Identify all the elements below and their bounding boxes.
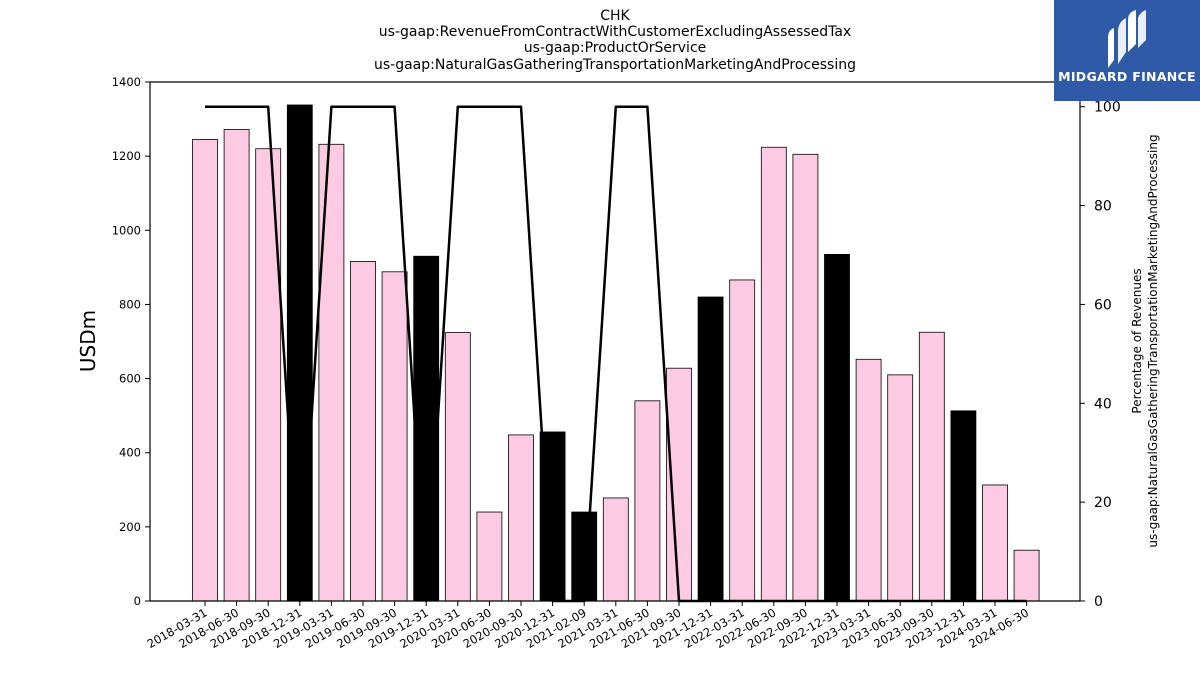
chart-title-line4: us-gaap:NaturalGasGatheringTransportatio… (374, 57, 856, 73)
secondary-y-tick-label: 100 (1094, 100, 1121, 116)
bar-2020-06-30 (476, 511, 503, 602)
y-tick-label: 1400 (112, 75, 141, 89)
bar-2023-03-31 (855, 358, 882, 602)
secondary-y-axis-label-line1: Percentage of Revenues (1130, 268, 1144, 413)
y-tick-label: 800 (119, 297, 141, 311)
secondary-y-tick-label: 0 (1094, 594, 1103, 610)
bar-2024-06-30 (1013, 549, 1040, 602)
bar-2021-03-31 (602, 497, 629, 602)
secondary-y-tick-label: 80 (1094, 199, 1112, 215)
bar-2023-12-31 (950, 410, 977, 602)
bar-2018-03-31 (192, 139, 218, 602)
bar-2019-12-31 (413, 255, 440, 602)
bar-2018-12-31 (286, 104, 313, 602)
y-tick-label: 1000 (112, 223, 141, 237)
bar-2020-09-30 (508, 434, 534, 602)
bar-2018-06-30 (223, 129, 250, 602)
bar-2021-12-31 (697, 296, 724, 602)
bar-2024-03-31 (982, 484, 1008, 602)
midgard-finance-logo: MIDGARD FINANCE (1054, 0, 1200, 101)
bar-2022-06-30 (760, 146, 787, 602)
bar-2020-03-31 (444, 332, 471, 602)
chart-title-line2: us-gaap:RevenueFromContractWithCustomerE… (378, 24, 852, 40)
logo-mark-icon (1108, 10, 1146, 68)
secondary-y-axis-label-line2: us-gaap:NaturalGasGatheringTransportatio… (1146, 134, 1160, 547)
bar-2022-03-31 (729, 279, 756, 602)
secondary-y-tick-label: 20 (1094, 495, 1112, 511)
y-axis-label: USDm (76, 310, 100, 372)
logo-text: MIDGARD FINANCE (1058, 69, 1196, 84)
bar-2021-06-30 (634, 400, 661, 602)
y-tick-label: 400 (119, 446, 141, 460)
y-tick-label: 0 (134, 594, 141, 608)
bar-series (192, 104, 1040, 602)
y-tick-label: 200 (119, 520, 141, 534)
bar-2019-06-30 (350, 261, 376, 602)
bar-2018-09-30 (255, 148, 282, 602)
bar-2022-09-30 (792, 153, 819, 602)
bar-2021-09-30 (666, 367, 692, 602)
bar-2022-12-31 (824, 253, 850, 602)
y-tick-label: 1200 (112, 149, 141, 163)
bar-2019-03-31 (318, 143, 345, 602)
secondary-y-tick-label: 40 (1094, 396, 1112, 412)
y-tick-label: 600 (119, 372, 141, 386)
bar-2019-09-30 (381, 271, 408, 602)
chart-title-line3: us-gaap:ProductOrService (523, 40, 707, 56)
bar-2023-06-30 (887, 374, 914, 602)
secondary-y-tick-label: 60 (1094, 297, 1112, 313)
bar-2023-09-30 (918, 331, 945, 602)
chart-title-line1: CHK (600, 8, 630, 24)
